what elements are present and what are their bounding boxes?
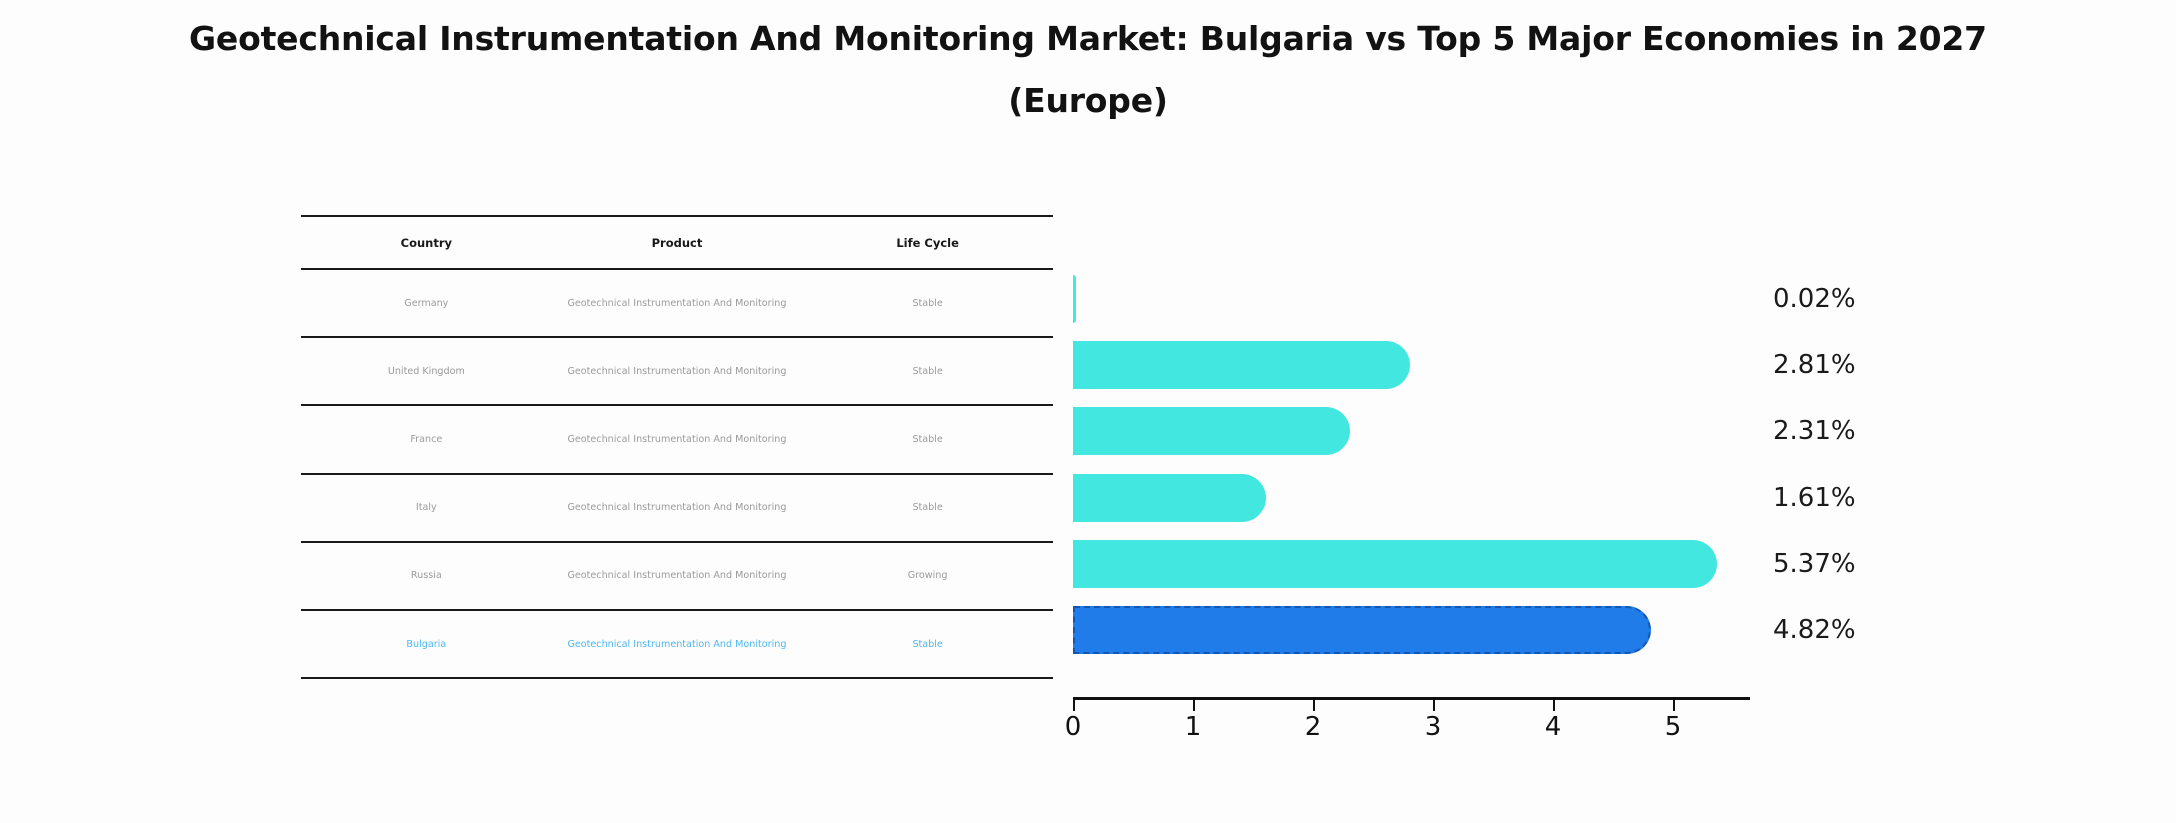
table-row: Italy Geotechnical Instrumentation And Mo… (301, 473, 1053, 543)
bar-germany (1073, 275, 1076, 324)
bar-row: 1.61% (1073, 465, 2073, 531)
table-cell-product: Geotechnical Instrumentation And Monitor… (551, 541, 803, 611)
table-cell-country: Italy (301, 473, 552, 543)
table-cell-life-cycle: Stable (802, 337, 1053, 407)
bar-value-label: 2.31% (1773, 416, 1856, 447)
table-cell-life-cycle: Stable (802, 405, 1053, 475)
table-cell-country: United Kingdom (301, 337, 552, 407)
x-axis-tick (1433, 700, 1435, 711)
bar-value-label: 4.82% (1773, 615, 1856, 646)
table-cell-life-cycle: Stable (802, 609, 1053, 680)
table-cell-product: Geotechnical Instrumentation And Monitor… (551, 269, 803, 339)
bar-value-label: 0.02% (1773, 284, 1856, 315)
x-axis-tick (1673, 700, 1675, 711)
x-axis-tick (1313, 700, 1315, 711)
x-axis-tick (1073, 700, 1075, 711)
bar-italy (1073, 473, 1267, 522)
bar-row: 4.82% (1073, 597, 2073, 663)
column-header-product: Product (551, 215, 803, 270)
x-axis-tick-label: 1 (1184, 712, 1202, 742)
x-axis-tick-label: 5 (1664, 712, 1682, 742)
table-cell-life-cycle: Stable (802, 269, 1053, 339)
x-axis-tick-label: 3 (1424, 712, 1442, 742)
bar-value-label: 5.37% (1773, 548, 1856, 579)
table-cell-product: Geotechnical Instrumentation And Monitor… (551, 337, 803, 407)
column-header-life-cycle: Life Cycle (802, 215, 1053, 270)
bar-bulgaria (1073, 606, 1652, 655)
column-header-country: Country (301, 215, 552, 270)
x-axis-tick (1193, 700, 1195, 711)
country-data-table: Country Product Life Cycle Germany Geotec… (301, 215, 1053, 680)
bar-row: 0.02% (1073, 266, 2073, 332)
table-cell-product: Geotechnical Instrumentation And Monitor… (551, 405, 803, 475)
bar-united-kingdom (1073, 341, 1411, 390)
bar-value-label: 1.61% (1773, 482, 1856, 513)
table-cell-product: Geotechnical Instrumentation And Monitor… (551, 609, 803, 680)
bar-chart: 0.02% 2.81% 2.31% 1.61% 5.37% 4.82% (1073, 215, 2073, 725)
x-axis-tick-label: 0 (1064, 712, 1082, 742)
bar-row: 5.37% (1073, 531, 2073, 597)
table-cell-life-cycle: Growing (802, 541, 1053, 611)
x-axis-tick-label: 4 (1544, 712, 1562, 742)
table-header-row: Country Product Life Cycle (301, 215, 1053, 270)
table-row: Germany Geotechnical Instrumentation And … (301, 269, 1053, 339)
table-cell-product: Geotechnical Instrumentation And Monitor… (551, 473, 803, 543)
table-cell-country: France (301, 405, 552, 475)
bar-rows: 0.02% 2.81% 2.31% 1.61% 5.37% 4.82% (1073, 215, 2073, 663)
table-body: Germany Geotechnical Instrumentation And … (301, 269, 1053, 680)
chart-title-line-1: Geotechnical Instrumentation And Monitor… (189, 19, 1987, 58)
table-row: Bulgaria Geotechnical Instrumentation And… (301, 609, 1053, 680)
table-row: United Kingdom Geotechnical Instrumentati… (301, 337, 1053, 407)
table-cell-country: Bulgaria (301, 609, 552, 680)
chart-title-line-2: (Europe) (1008, 81, 1168, 120)
bar-russia (1073, 539, 1718, 588)
chart-title: Geotechnical Instrumentation And Monitor… (0, 8, 2176, 132)
bar-row: 2.31% (1073, 398, 2073, 464)
x-axis-tick (1553, 700, 1555, 711)
x-axis-tick-label: 2 (1304, 712, 1322, 742)
bar-value-label: 2.81% (1773, 350, 1856, 381)
data-table: Country Product Life Cycle Germany Geotec… (301, 215, 1053, 680)
table-cell-country: Germany (301, 269, 552, 339)
table-cell-life-cycle: Stable (802, 473, 1053, 543)
table-row: Russia Geotechnical Instrumentation And M… (301, 541, 1053, 611)
x-axis: 0 1 2 3 4 5 (1065, 697, 1750, 757)
bar-france (1073, 407, 1351, 456)
table-row: France Geotechnical Instrumentation And M… (301, 405, 1053, 475)
table-cell-country: Russia (301, 541, 552, 611)
table-header: Country Product Life Cycle (301, 215, 1053, 270)
bar-row: 2.81% (1073, 332, 2073, 398)
x-axis-line (1073, 697, 1750, 700)
